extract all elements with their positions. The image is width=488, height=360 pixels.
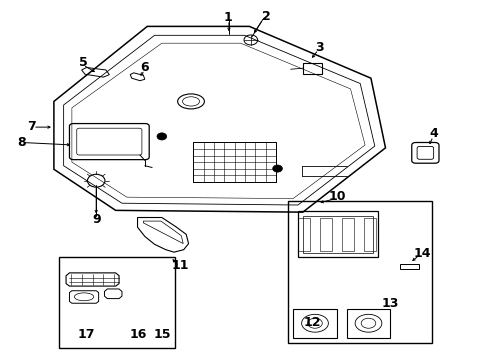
Text: 1: 1 [223, 11, 231, 24]
Bar [59, 257, 175, 348]
Text: 9: 9 [92, 213, 101, 226]
Text: 12: 12 [303, 316, 321, 329]
Bar [302, 63, 322, 73]
Bar [346, 309, 389, 338]
Text: 13: 13 [381, 297, 398, 310]
Bar [287, 202, 431, 342]
Text: 6: 6 [140, 61, 149, 74]
Text: 3: 3 [315, 41, 324, 54]
Text: 10: 10 [327, 190, 345, 203]
Bar [319, 218, 331, 251]
Text: 2: 2 [262, 10, 270, 23]
Text: 16: 16 [129, 328, 147, 341]
Text: 4: 4 [429, 127, 438, 140]
Text: 7: 7 [27, 120, 36, 133]
Text: 17: 17 [78, 328, 95, 341]
Bar [302, 216, 372, 253]
Bar [297, 211, 377, 257]
Circle shape [272, 165, 282, 172]
Bar [399, 264, 418, 269]
Text: 8: 8 [18, 136, 26, 149]
Text: 15: 15 [153, 328, 170, 341]
Text: 14: 14 [412, 247, 430, 260]
Bar [193, 143, 276, 182]
Bar [292, 309, 336, 338]
Text: 11: 11 [171, 258, 189, 271]
Circle shape [157, 133, 166, 140]
Bar [363, 218, 375, 251]
Bar [297, 218, 309, 251]
Text: 5: 5 [79, 55, 87, 69]
Bar [341, 218, 353, 251]
